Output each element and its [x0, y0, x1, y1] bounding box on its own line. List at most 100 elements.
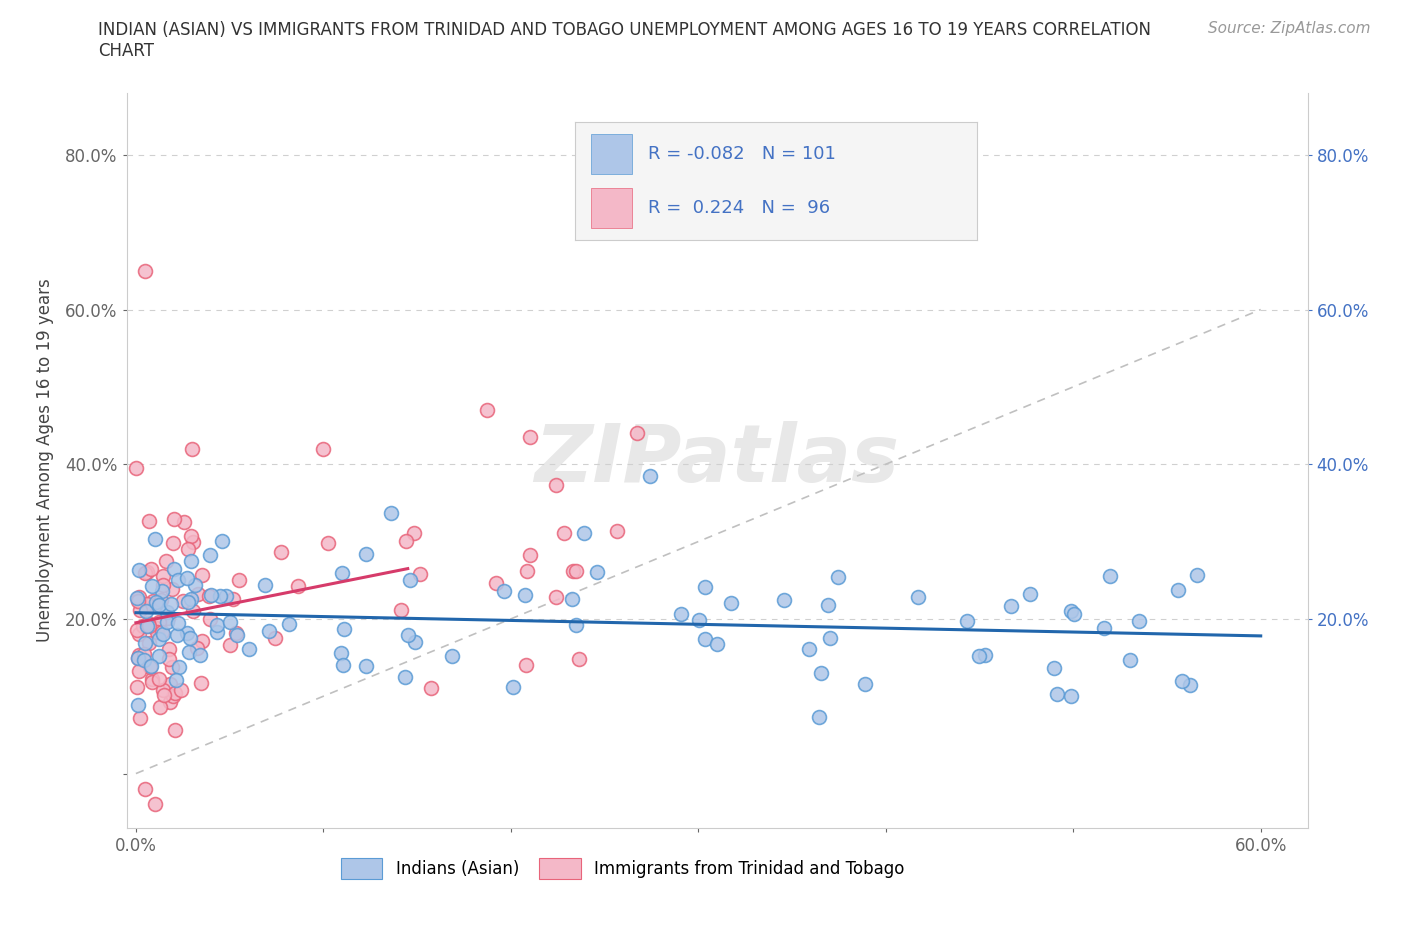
Point: [688, 613, 710, 628]
Point: [565, 563, 588, 578]
Point: [170, 683, 193, 698]
Point: [127, 698, 149, 712]
Point: [389, 603, 412, 618]
Point: [159, 676, 181, 691]
Point: [156, 604, 179, 619]
Point: [200, 612, 222, 627]
Point: [128, 664, 150, 679]
Point: [638, 469, 661, 484]
Point: [399, 573, 422, 588]
Point: [141, 671, 163, 686]
Point: [184, 578, 207, 592]
Point: [209, 589, 232, 604]
Point: [810, 666, 832, 681]
Point: [180, 591, 202, 606]
Point: [568, 651, 591, 666]
Point: [222, 592, 245, 607]
Point: [134, 565, 156, 580]
Point: [380, 506, 402, 521]
Point: [125, 460, 148, 475]
Text: INDIAN (ASIAN) VS IMMIGRANTS FROM TRINIDAD AND TOBAGO UNEMPLOYMENT AMONG AGES 16: INDIAN (ASIAN) VS IMMIGRANTS FROM TRINID…: [98, 21, 1152, 39]
Point: [160, 659, 183, 674]
Legend: Indians (Asian), Immigrants from Trinidad and Tobago: Indians (Asian), Immigrants from Trinida…: [335, 852, 911, 885]
Point: [356, 658, 378, 673]
Point: [163, 512, 186, 526]
Point: [693, 631, 716, 646]
Point: [142, 594, 165, 609]
Point: [198, 589, 221, 604]
Point: [125, 680, 148, 695]
Point: [152, 578, 174, 592]
Point: [152, 683, 174, 698]
Point: [404, 526, 426, 541]
Point: [134, 781, 156, 796]
Point: [136, 565, 159, 579]
Point: [181, 604, 204, 618]
Point: [166, 628, 188, 643]
Point: [516, 564, 538, 578]
Point: [156, 611, 179, 626]
Point: [205, 618, 228, 632]
Point: [519, 430, 541, 445]
Point: [138, 513, 160, 528]
Point: [1128, 614, 1150, 629]
Point: [169, 659, 191, 674]
Point: [395, 533, 418, 548]
Point: [156, 614, 179, 629]
Point: [153, 688, 176, 703]
Point: [278, 616, 301, 631]
Point: [211, 533, 233, 548]
Point: [128, 647, 150, 662]
Point: [176, 626, 198, 641]
Text: Source: ZipAtlas.com: Source: ZipAtlas.com: [1208, 21, 1371, 36]
Point: [139, 659, 162, 674]
Point: [974, 647, 997, 662]
Point: [191, 567, 214, 582]
Point: [163, 562, 186, 577]
Point: [141, 675, 163, 690]
Point: [270, 544, 292, 559]
Point: [1000, 599, 1022, 614]
Point: [333, 622, 356, 637]
Point: [330, 565, 353, 580]
Point: [1046, 686, 1069, 701]
Point: [693, 579, 716, 594]
Point: [316, 536, 339, 551]
Point: [312, 442, 335, 457]
Point: [354, 547, 377, 562]
Point: [409, 566, 432, 581]
Point: [606, 524, 628, 538]
Point: [172, 593, 194, 608]
Point: [515, 587, 537, 602]
Point: [477, 403, 499, 418]
Point: [1171, 673, 1194, 688]
Point: [827, 570, 849, 585]
Point: [181, 535, 204, 550]
Point: [330, 645, 353, 660]
Point: [420, 681, 443, 696]
Point: [128, 590, 150, 604]
Point: [515, 658, 537, 672]
Point: [134, 635, 156, 650]
Point: [238, 642, 260, 657]
Point: [187, 587, 209, 602]
Point: [145, 624, 167, 639]
Point: [257, 623, 280, 638]
Point: [219, 614, 242, 629]
Point: [138, 635, 160, 650]
Point: [519, 548, 541, 563]
Point: [128, 627, 150, 642]
Point: [165, 685, 187, 700]
Point: [191, 634, 214, 649]
Point: [198, 548, 221, 563]
Point: [148, 597, 170, 612]
Point: [143, 797, 166, 812]
Point: [127, 623, 149, 638]
Point: [706, 636, 728, 651]
Point: [218, 638, 240, 653]
Point: [127, 650, 149, 665]
Point: [139, 658, 162, 673]
Point: [138, 618, 160, 633]
Point: [129, 711, 152, 725]
Point: [166, 615, 188, 630]
